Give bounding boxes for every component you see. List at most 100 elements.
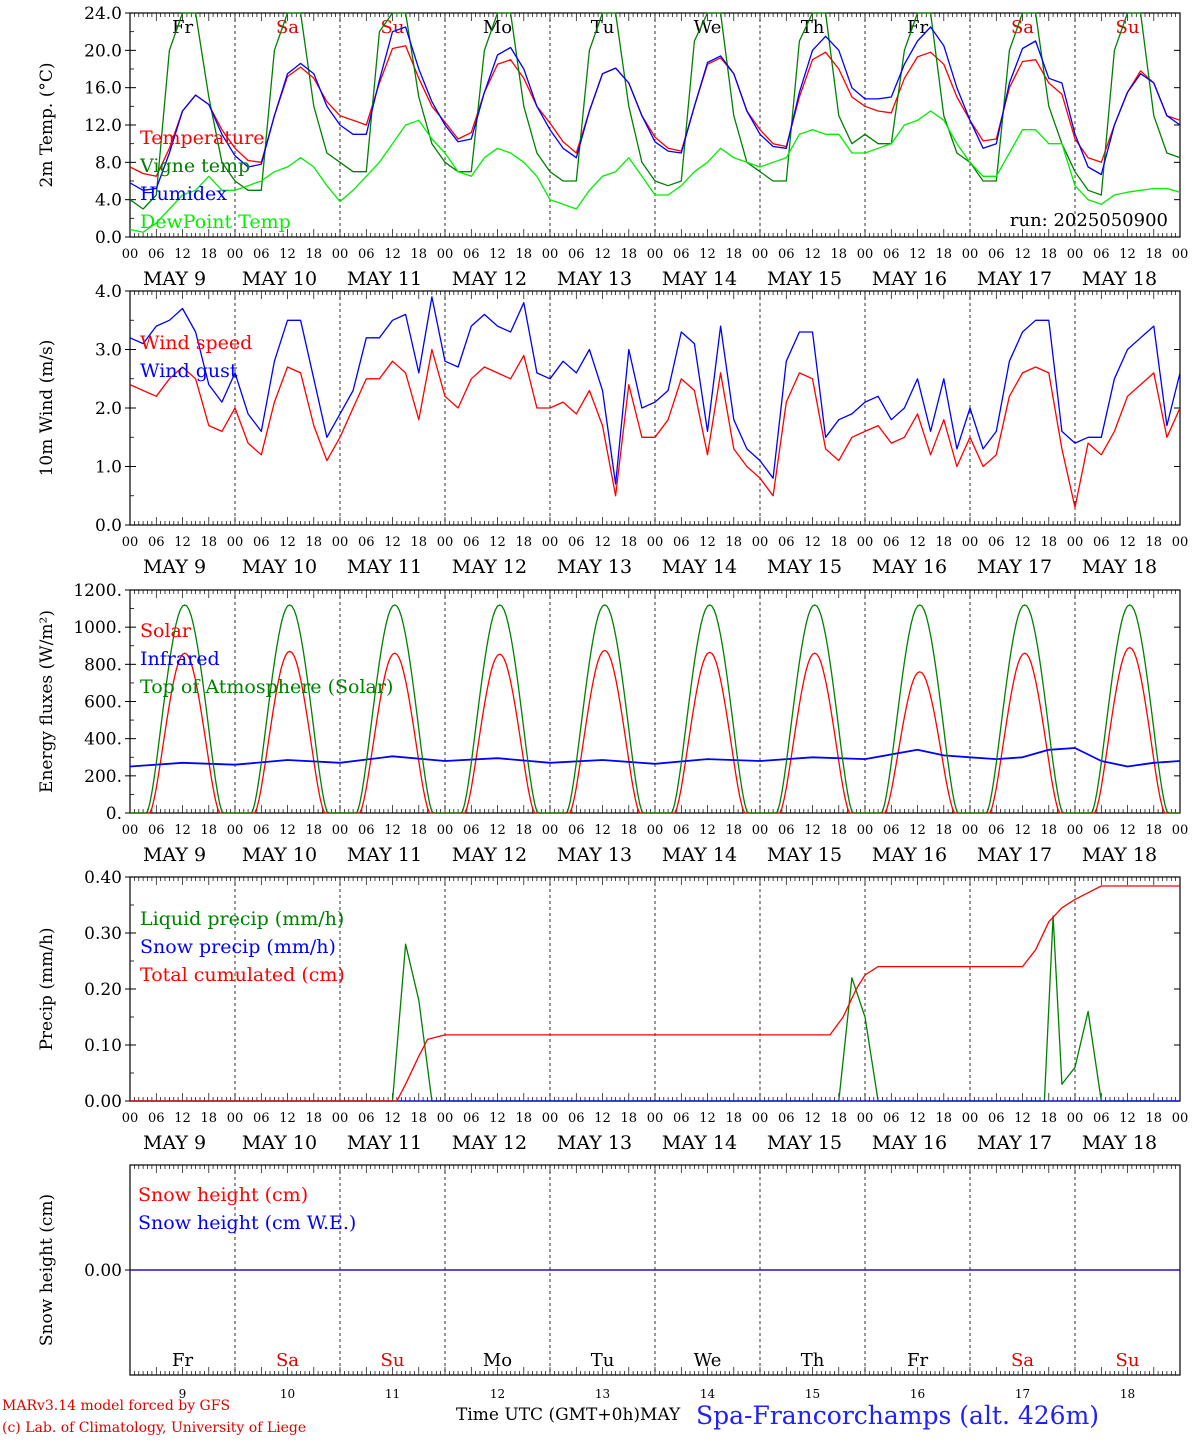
x-hour-label: 18 bbox=[200, 535, 217, 550]
y-tick-label: 1200. bbox=[73, 581, 122, 601]
day-name-label: Fr bbox=[907, 1350, 928, 1371]
y-tick-label: 4.0 bbox=[95, 282, 122, 302]
x-hour-label: 00 bbox=[542, 535, 559, 550]
x-hour-label: 12 bbox=[174, 247, 191, 262]
chart-panel-precip: 0.00 0.10 0.20 0.30 0.40 Precip (mm/h) 00 06 12 1… bbox=[37, 868, 1188, 1154]
y-tick-label: 0.00 bbox=[84, 1092, 122, 1112]
y-tick-label: 4.0 bbox=[95, 191, 122, 211]
x-hour-label: 18 bbox=[410, 535, 427, 550]
day-name-label: We bbox=[694, 1350, 722, 1371]
y-tick-label: 20.0 bbox=[84, 41, 122, 61]
x-hour-label: 00 bbox=[1172, 823, 1189, 838]
x-hour-label: 06 bbox=[568, 247, 585, 262]
day-number-label: 15 bbox=[805, 1387, 820, 1401]
x-hour-label: 12 bbox=[699, 535, 716, 550]
x-hour-label: 18 bbox=[1145, 535, 1162, 550]
x-hour-label: 18 bbox=[935, 823, 952, 838]
x-hour-label: 06 bbox=[568, 535, 585, 550]
x-hour-label: 12 bbox=[1119, 823, 1136, 838]
x-hour-label: 06 bbox=[358, 1111, 375, 1126]
day-number-label: 16 bbox=[910, 1387, 925, 1401]
x-hour-label: 06 bbox=[253, 823, 270, 838]
x-hour-label: 18 bbox=[200, 823, 217, 838]
day-name-label: Mo bbox=[483, 17, 512, 38]
x-hour-label: 12 bbox=[174, 535, 191, 550]
x-hour-label: 00 bbox=[752, 823, 769, 838]
y-axis-title: 10m Wind (m/s) bbox=[37, 340, 57, 477]
x-hour-label: 06 bbox=[1093, 247, 1110, 262]
x-ticks bbox=[129, 291, 1181, 525]
x-hour-label: 00 bbox=[1172, 247, 1189, 262]
x-hour-label: 00 bbox=[122, 247, 139, 262]
x-hour-label: 06 bbox=[988, 247, 1005, 262]
x-ticks bbox=[129, 590, 1181, 813]
x-hour-label: 12 bbox=[489, 1111, 506, 1126]
x-hour-label: 12 bbox=[174, 1111, 191, 1126]
x-hour-label: 06 bbox=[673, 823, 690, 838]
x-hour-label: 06 bbox=[883, 247, 900, 262]
day-name-label: Th bbox=[801, 17, 825, 38]
y-axis-title: Precip (mm/h) bbox=[37, 927, 57, 1050]
x-hour-label: 06 bbox=[673, 535, 690, 550]
day-name-label: Tu bbox=[591, 17, 615, 38]
x-hour-label: 18 bbox=[200, 247, 217, 262]
x-hour-label: 12 bbox=[279, 247, 296, 262]
plot-frame bbox=[129, 589, 1181, 814]
chart-panel-snow: 0.00 Snow height (cm) Fr 9 Sa 10 Su 11 Mo 12 Tu 13 W… bbox=[37, 1164, 1181, 1401]
footer-station-title: Spa-Francorchamps (alt. 426m) bbox=[696, 1401, 1100, 1430]
x-hour-label: 06 bbox=[883, 823, 900, 838]
x-hour-label: 18 bbox=[410, 247, 427, 262]
x-hour-label: 00 bbox=[962, 1111, 979, 1126]
x-hour-label: 12 bbox=[804, 1111, 821, 1126]
x-hour-label: 12 bbox=[1119, 535, 1136, 550]
x-hour-label: 00 bbox=[647, 823, 664, 838]
day-number-label: 14 bbox=[700, 1387, 716, 1401]
series-line-dewpoint-temp bbox=[130, 110, 1180, 233]
x-hour-label: 18 bbox=[1040, 535, 1057, 550]
x-hour-label: 06 bbox=[463, 1111, 480, 1126]
x-hour-label: 00 bbox=[542, 1111, 559, 1126]
x-hour-label: 00 bbox=[1067, 1111, 1084, 1126]
x-hour-label: 18 bbox=[1145, 823, 1162, 838]
x-hour-label: 12 bbox=[909, 535, 926, 550]
x-hour-label: 18 bbox=[935, 1111, 952, 1126]
x-hour-label: 06 bbox=[358, 247, 375, 262]
x-hour-label: 18 bbox=[725, 247, 742, 262]
x-hour-label: 00 bbox=[752, 535, 769, 550]
x-hour-label: 00 bbox=[437, 1111, 454, 1126]
day-number-label: 12 bbox=[490, 1387, 505, 1401]
x-hour-label: 12 bbox=[909, 247, 926, 262]
y-tick-label: 12.0 bbox=[84, 116, 122, 136]
x-hour-label: 06 bbox=[463, 247, 480, 262]
x-hour-label: 12 bbox=[489, 247, 506, 262]
x-hour-label: 12 bbox=[909, 1111, 926, 1126]
series-line-infrared bbox=[130, 747, 1180, 768]
legend-entry: Top of Atmosphere (Solar) bbox=[140, 676, 393, 698]
y-tick-label: 1.0 bbox=[95, 458, 122, 478]
x-date-label: MAY 9 bbox=[143, 268, 206, 290]
x-hour-label: 06 bbox=[883, 1111, 900, 1126]
y-tick-label: 0.0 bbox=[95, 516, 122, 536]
x-hour-label: 06 bbox=[148, 247, 165, 262]
x-hour-label: 12 bbox=[594, 823, 611, 838]
x-date-label: MAY 15 bbox=[767, 1132, 842, 1154]
day-name-label: Th bbox=[801, 1350, 825, 1371]
x-date-label: MAY 17 bbox=[977, 556, 1052, 578]
x-hour-label: 12 bbox=[594, 1111, 611, 1126]
x-hour-label: 00 bbox=[1172, 535, 1189, 550]
x-hour-label: 18 bbox=[620, 535, 637, 550]
run-label: run: 2025050900 bbox=[1010, 210, 1168, 231]
legend-entry: Snow height (cm W.E.) bbox=[138, 1212, 356, 1234]
x-date-label: MAY 17 bbox=[977, 844, 1052, 866]
x-hour-label: 12 bbox=[594, 247, 611, 262]
day-number-label: 11 bbox=[385, 1387, 400, 1401]
y-tick-label: 24.0 bbox=[84, 4, 122, 24]
x-hour-label: 12 bbox=[804, 823, 821, 838]
footer-model-credit: MARv3.14 model forced by GFS bbox=[2, 1398, 231, 1414]
x-date-label: MAY 14 bbox=[662, 556, 737, 578]
x-hour-label: 18 bbox=[620, 1111, 637, 1126]
x-hour-label: 18 bbox=[515, 823, 532, 838]
x-date-label: MAY 11 bbox=[347, 556, 422, 578]
series-group bbox=[130, 12, 1180, 233]
x-hour-label: 00 bbox=[122, 1111, 139, 1126]
